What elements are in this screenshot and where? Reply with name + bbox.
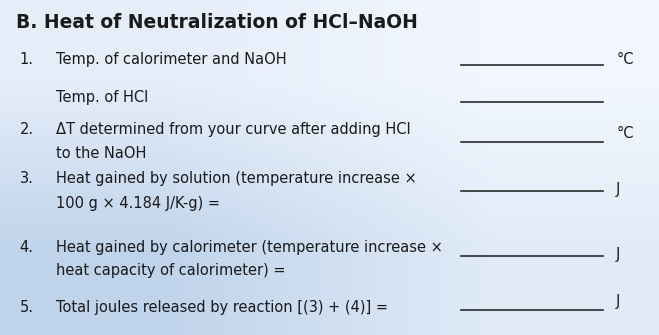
Text: 4.: 4. — [20, 240, 34, 255]
Text: to the NaOH: to the NaOH — [56, 146, 146, 161]
Text: ΔT determined from your curve after adding HCl: ΔT determined from your curve after addi… — [56, 122, 411, 137]
Text: J: J — [616, 294, 621, 309]
Text: Temp. of HCl: Temp. of HCl — [56, 90, 148, 106]
Text: Heat gained by solution (temperature increase ×: Heat gained by solution (temperature inc… — [56, 171, 416, 186]
Text: 2.: 2. — [20, 122, 34, 137]
Text: J: J — [616, 182, 621, 197]
Text: °C: °C — [616, 127, 634, 141]
Text: °C: °C — [616, 52, 634, 67]
Text: J: J — [616, 247, 621, 262]
Text: Total joules released by reaction [(3) + (4)] =: Total joules released by reaction [(3) +… — [56, 300, 388, 315]
Text: 5.: 5. — [20, 300, 34, 315]
Text: 1.: 1. — [20, 52, 34, 67]
Text: B. Heat of Neutralization of HCl–NaOH: B. Heat of Neutralization of HCl–NaOH — [16, 13, 418, 32]
Text: heat capacity of calorimeter) =: heat capacity of calorimeter) = — [56, 263, 285, 278]
Text: 3.: 3. — [20, 171, 34, 186]
Text: 100 g × 4.184 J/K-g) =: 100 g × 4.184 J/K-g) = — [56, 196, 220, 211]
Text: Temp. of calorimeter and NaOH: Temp. of calorimeter and NaOH — [56, 52, 287, 67]
Text: Heat gained by calorimeter (temperature increase ×: Heat gained by calorimeter (temperature … — [56, 240, 443, 255]
